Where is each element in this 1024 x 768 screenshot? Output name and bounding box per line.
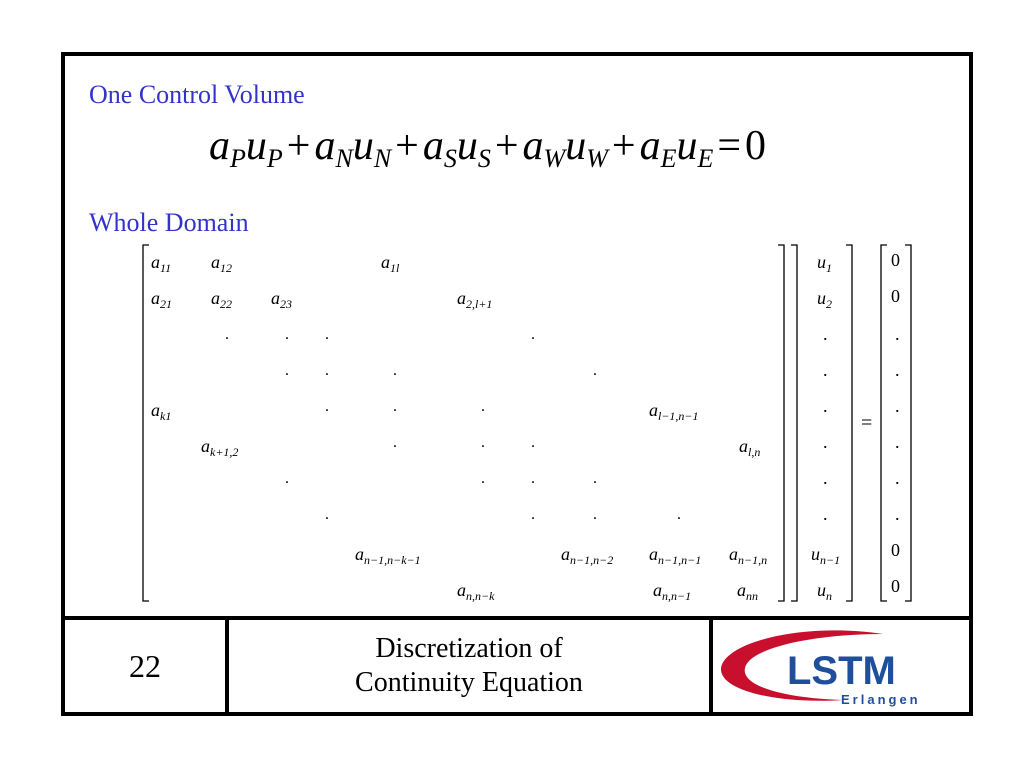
logo-subtext: Erlangen xyxy=(841,692,921,707)
matrix-dot: . xyxy=(285,362,289,379)
matrix-dot: . xyxy=(393,434,397,451)
matrix-entry-annk: an,n−k xyxy=(457,580,495,603)
matrix-dot: . xyxy=(531,434,535,451)
matrix-dot: . xyxy=(285,326,289,343)
slide-footer: 22 Discretization of Continuity Equation… xyxy=(65,616,969,712)
matrix-dot: . xyxy=(325,506,329,523)
matrix-entry-a21: a21 xyxy=(151,288,172,311)
vector-u-dot: . xyxy=(823,468,828,488)
vector-rhs-dot: . xyxy=(895,360,900,380)
vector-u-dot: . xyxy=(823,324,828,344)
matrix-entry-an1n1: an−1,n−1 xyxy=(649,544,702,567)
matrix-entry-a12: a12 xyxy=(211,252,232,275)
term-e: aEuE xyxy=(639,123,714,173)
matrix-dot: . xyxy=(481,470,485,487)
matrix-dot: . xyxy=(325,398,329,415)
heading-one-control-volume: One Control Volume xyxy=(89,80,305,109)
matrix-dot: . xyxy=(225,326,229,343)
matrix-dot: . xyxy=(593,506,597,523)
vector-rhs-dot: . xyxy=(895,432,900,452)
vector-u-n1: un−1 xyxy=(811,544,841,567)
matrix-entry-a2l1: a2,l+1 xyxy=(457,288,493,311)
vector-rhs-dot: . xyxy=(895,468,900,488)
logo-swoosh xyxy=(720,630,883,701)
matrix-entry-aln: al,n xyxy=(739,436,761,459)
matrix-entry-a22: a22 xyxy=(211,288,232,311)
matrix-dot: . xyxy=(531,470,535,487)
matrix-dot: . xyxy=(593,470,597,487)
equation-rhs: 0 xyxy=(745,123,767,169)
matrix-entry-a23: a23 xyxy=(271,288,292,311)
vector-rhs-0: 0 xyxy=(891,250,900,270)
vector-rhs-0: 0 xyxy=(891,286,900,306)
lstm-logo-graphic: LSTM Erlangen xyxy=(720,630,921,707)
slide-frame: One Control Volume aPuP+aNuN+aSuS+aWuW+a… xyxy=(61,52,973,716)
slide-title: Discretization of Continuity Equation xyxy=(229,620,713,712)
page-number: 22 xyxy=(65,620,229,712)
matrix-entry-an1n2: an−1,n−2 xyxy=(561,544,614,567)
matrix-system: a11 a12 a1l a21 a22 a23 a2,l+1 ak1 al−1,… xyxy=(65,56,969,616)
vector-rhs-dot: . xyxy=(895,396,900,416)
term-n: aNuN xyxy=(314,123,392,173)
term-s: aSuS xyxy=(422,123,491,173)
matrix-dot: . xyxy=(531,326,535,343)
vector-rhs-dot: . xyxy=(895,324,900,344)
matrix-entry-ak1: ak1 xyxy=(151,400,172,423)
matrix-dot: . xyxy=(481,398,485,415)
heading-whole-domain: Whole Domain xyxy=(89,208,249,237)
vector-u-dot: . xyxy=(823,504,828,524)
equals-sign: = xyxy=(861,412,873,434)
vector-rhs-0: 0 xyxy=(891,576,900,596)
matrix-dot: . xyxy=(325,326,329,343)
matrix-entry-ann: ann xyxy=(737,580,758,603)
vector-u-2: u2 xyxy=(817,288,832,311)
lstm-logo: LSTM Erlangen xyxy=(713,620,969,712)
matrix-entry-al1n1: al−1,n−1 xyxy=(649,400,699,423)
term-w: aWuW xyxy=(522,123,608,173)
matrix-dot: . xyxy=(393,398,397,415)
matrix-entry-a1l: a1l xyxy=(381,252,400,275)
matrix-brackets xyxy=(142,244,912,602)
matrix-dot: . xyxy=(325,362,329,379)
term-p: aPuP xyxy=(209,123,283,173)
slide-content: One Control Volume aPuP+aNuN+aSuS+aWuW+a… xyxy=(65,56,969,616)
matrix-dot: . xyxy=(481,434,485,451)
vector-u-dot: . xyxy=(823,396,828,416)
vector-u-n: un xyxy=(817,580,832,603)
matrix-entry-ann1: an,n−1 xyxy=(653,580,692,603)
matrix-entry-ak12: ak+1,2 xyxy=(201,436,239,459)
vector-u-1: u1 xyxy=(817,252,832,275)
vector-rhs-dot: . xyxy=(895,504,900,524)
matrix-dot: . xyxy=(531,506,535,523)
control-volume-equation: aPuP+aNuN+aSuS+aWuW+aEuE=0 xyxy=(209,123,767,173)
logo-text: LSTM xyxy=(787,649,896,693)
matrix-dot: . xyxy=(593,362,597,379)
matrix-dot: . xyxy=(285,470,289,487)
vector-rhs-0: 0 xyxy=(891,540,900,560)
matrix-dot: . xyxy=(393,362,397,379)
vector-u-dot: . xyxy=(823,432,828,452)
slide-title-line2: Continuity Equation xyxy=(355,667,583,698)
vector-u-dot: . xyxy=(823,360,828,380)
matrix-entry-an1nk1: an−1,n−k−1 xyxy=(355,544,421,567)
slide-title-line1: Discretization of xyxy=(375,633,563,664)
matrix-entry-an1n: an−1,n xyxy=(729,544,768,567)
matrix-entry-a11: a11 xyxy=(151,252,172,275)
matrix-dot: . xyxy=(677,506,681,523)
